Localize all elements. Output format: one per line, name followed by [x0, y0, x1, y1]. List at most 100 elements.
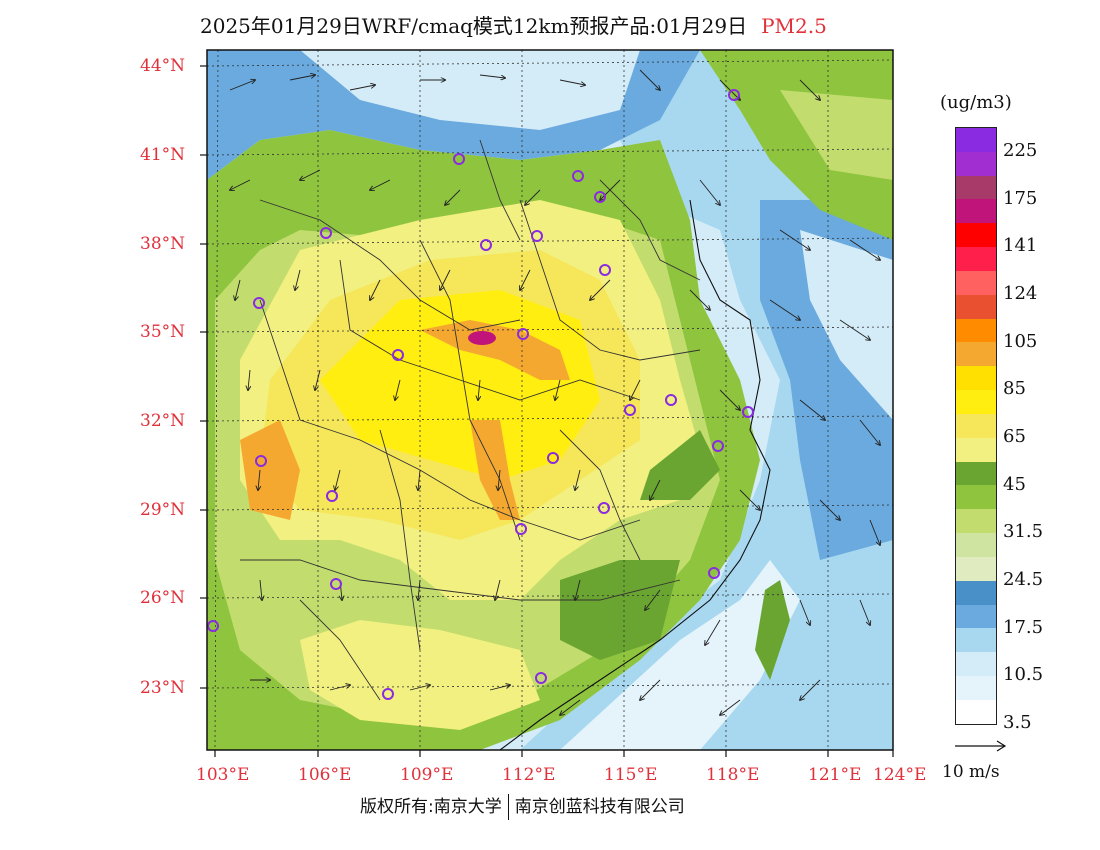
legend-swatch — [956, 175, 996, 200]
city-marker — [598, 502, 610, 514]
copyright-right: 南京创蓝科技有限公司 — [514, 797, 685, 817]
lon-label-106: 106°E — [298, 765, 352, 785]
city-marker — [326, 490, 338, 502]
lat-label-29: 29°N — [140, 500, 186, 520]
legend-swatch — [956, 556, 996, 581]
legend-swatch — [956, 580, 996, 605]
legend-label: 24.5 — [1003, 568, 1044, 590]
legend-swatch — [956, 151, 996, 176]
legend-swatch — [956, 390, 996, 414]
city-marker — [453, 153, 465, 165]
legend-swatch — [956, 604, 996, 629]
copyright: 版权所有:南京大学 南京创蓝科技有限公司 — [360, 792, 685, 820]
legend-label: 124 — [1003, 282, 1038, 304]
ocean-band-4 — [560, 560, 800, 750]
copyright-left: 版权所有:南京大学 — [360, 797, 502, 817]
taiwan-island — [755, 580, 790, 680]
legend-label: 105 — [1003, 330, 1038, 352]
legend-swatch — [956, 437, 996, 462]
legend-label: 141 — [1003, 235, 1038, 257]
legend-swatch — [956, 128, 996, 152]
legend-label: 3.5 — [1003, 712, 1032, 733]
legend-swatch — [956, 509, 996, 534]
legend-swatch — [956, 199, 996, 224]
coastal-green — [640, 430, 720, 500]
city-marker — [207, 620, 219, 632]
lat-label-41: 41°N — [140, 145, 186, 165]
city-marker — [330, 578, 342, 590]
coastline — [499, 199, 771, 750]
city-marker — [599, 264, 611, 276]
city-marker — [535, 672, 547, 684]
ocean-band-3 — [800, 230, 893, 420]
city-marker — [531, 230, 543, 242]
legend-swatch — [956, 676, 996, 700]
lat-label-38: 38°N — [140, 234, 186, 254]
map-frame — [206, 49, 894, 751]
hotspot-orange — [420, 320, 570, 380]
lon-label-115: 115°E — [604, 765, 658, 785]
legend-label: 85 — [1003, 378, 1026, 400]
city-marker — [255, 455, 267, 467]
legend-label: 45 — [1003, 473, 1026, 495]
legend-swatch — [956, 628, 996, 653]
lat-lon-grid — [207, 50, 893, 750]
lat-label-26: 26°N — [140, 588, 186, 608]
city-marker — [708, 567, 720, 579]
city-marker — [572, 170, 584, 182]
north-lightblue — [300, 50, 640, 130]
city-marker — [517, 328, 529, 340]
city-marker — [624, 404, 636, 416]
legend-label: 175 — [1003, 187, 1038, 209]
lon-label-124: 124°E — [873, 765, 927, 785]
city-marker — [320, 227, 332, 239]
pollutant-label: PM2.5 — [761, 14, 827, 38]
hotspot-peak — [468, 331, 496, 345]
province-borders — [240, 139, 701, 701]
lat-label-44: 44°N — [140, 56, 186, 76]
city-marker — [665, 394, 677, 406]
southeast-green — [560, 560, 680, 660]
legend-label: 17.5 — [1003, 616, 1044, 638]
city-marker — [712, 440, 724, 452]
lon-label-118: 118°E — [706, 765, 760, 785]
lat-label-23: 23°N — [140, 678, 186, 698]
legend-swatch — [956, 413, 996, 438]
lon-label-121: 121°E — [808, 765, 862, 785]
legend-label: 65 — [1003, 425, 1026, 447]
city-marker — [728, 89, 740, 101]
lon-label-109: 109°E — [400, 765, 454, 785]
lon-label-103: 103°E — [196, 765, 250, 785]
city-marker — [253, 297, 265, 309]
axis-ticks — [200, 65, 894, 757]
legend-unit: (ug/m3) — [940, 92, 1012, 113]
title-text: 2025年01月29日WRF/cmaq模式12km预报产品:01月29日 — [200, 14, 748, 38]
northeast-lightgreen — [780, 90, 893, 180]
city-marker — [742, 406, 754, 418]
legend-swatch — [956, 652, 996, 677]
legend-swatch — [956, 461, 996, 486]
city-marker — [547, 452, 559, 464]
city-marker — [515, 523, 527, 535]
wind-scale-label: 10 m/s — [942, 762, 1000, 782]
city-marker — [594, 191, 606, 203]
legend-swatch — [956, 366, 996, 391]
legend-swatch — [956, 270, 996, 295]
lat-label-32: 32°N — [140, 411, 186, 431]
legend-label: 10.5 — [1003, 664, 1044, 686]
lon-label-112: 112°E — [502, 765, 556, 785]
wind-scale-arrow — [955, 740, 1007, 752]
city-marker — [480, 239, 492, 251]
legend-swatch — [956, 223, 996, 248]
map-title: 2025年01月29日WRF/cmaq模式12km预报产品:01月29日 PM2.… — [200, 10, 827, 39]
wind-vectors — [230, 69, 880, 715]
copyright-separator — [507, 794, 509, 820]
legend-label: 31.5 — [1003, 521, 1044, 543]
legend-label: 225 — [1003, 139, 1038, 161]
legend-swatch — [956, 247, 996, 271]
legend-swatch — [956, 342, 996, 367]
legend-swatch — [956, 485, 996, 510]
city-markers — [207, 89, 754, 700]
legend-swatch — [956, 318, 996, 343]
